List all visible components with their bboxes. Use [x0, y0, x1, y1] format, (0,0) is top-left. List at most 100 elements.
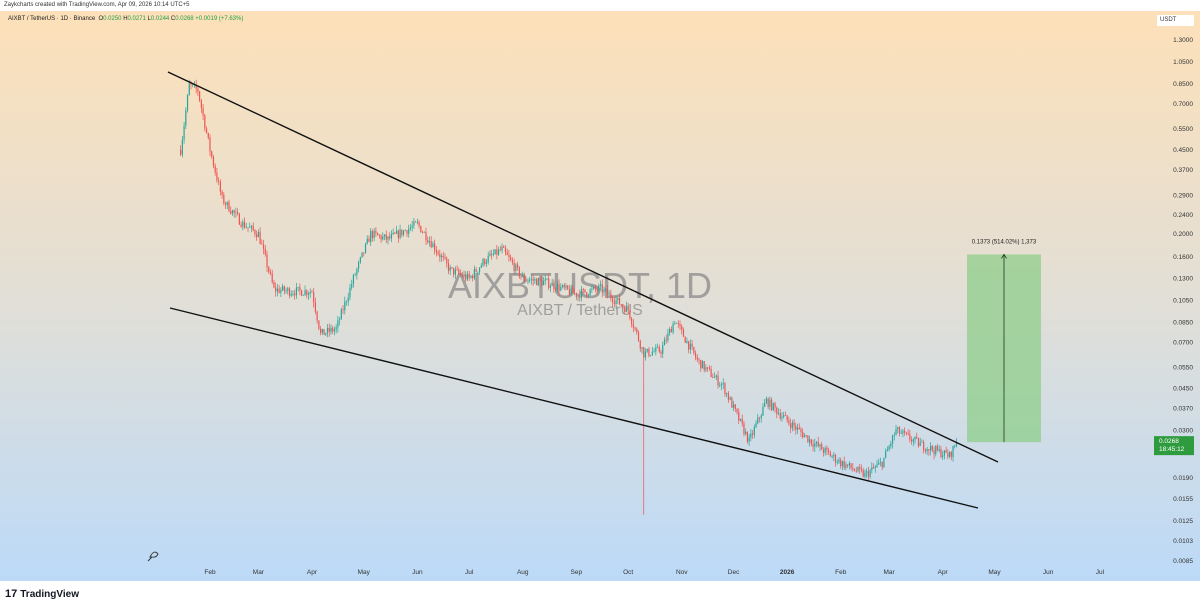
candle [497, 246, 500, 256]
candle-body [791, 422, 793, 429]
candle [489, 250, 491, 257]
candle [929, 442, 932, 456]
candle-body [736, 408, 738, 413]
candle-body [397, 230, 399, 238]
candle [620, 304, 622, 308]
candle [871, 462, 873, 474]
candle-body [902, 430, 904, 434]
candle-body [453, 267, 455, 275]
candle-body [677, 322, 679, 324]
candle-body [817, 441, 819, 447]
candle [209, 134, 211, 157]
candle-body [492, 254, 494, 255]
candle-body [529, 279, 531, 281]
candle-body [288, 288, 291, 296]
candle-body [586, 292, 588, 296]
candle [916, 432, 918, 440]
candle [722, 378, 724, 389]
candle [710, 365, 712, 378]
candle-body [656, 346, 659, 348]
candle-body [413, 221, 415, 226]
candle-body [245, 227, 247, 229]
candle-body [663, 339, 666, 346]
candle [746, 431, 749, 444]
candle-body [916, 437, 918, 439]
open-value: 0.0250 [103, 16, 122, 22]
candle [399, 224, 401, 240]
candle [259, 227, 261, 245]
candle [520, 276, 522, 280]
candle-body [230, 211, 232, 214]
candle-body [651, 351, 653, 356]
candle [537, 277, 539, 287]
candle [658, 344, 660, 354]
candle-body [674, 323, 676, 325]
candle-body [776, 407, 778, 414]
close-value: 0.0268 [175, 16, 194, 22]
candle [370, 228, 372, 246]
candle-body [185, 110, 187, 126]
candle [822, 447, 825, 457]
candle [494, 249, 496, 255]
candle-body [409, 227, 412, 229]
candle-body [698, 359, 700, 361]
candle-body [389, 236, 391, 239]
candle-body [707, 367, 709, 369]
candle [261, 239, 263, 245]
candle [734, 404, 736, 413]
candle-body [541, 279, 543, 286]
candle-body [478, 267, 481, 272]
candle-body [670, 329, 672, 333]
candle-body [929, 445, 932, 451]
candle-body [653, 351, 655, 353]
candle [802, 428, 804, 439]
candle-body [494, 249, 496, 255]
candle [798, 423, 800, 430]
currency-unit[interactable]: USDT [1157, 15, 1194, 26]
position-label: 0.1373 (514.02%) 1,373 [972, 239, 1037, 245]
candle [356, 267, 358, 280]
candle-body [731, 397, 733, 408]
candle-body [840, 459, 842, 467]
candle-body [472, 275, 474, 279]
candle-body [218, 180, 220, 182]
candle-body [580, 289, 583, 298]
candle [888, 444, 890, 452]
candle [636, 327, 638, 335]
candle-body [511, 259, 513, 263]
candle [779, 408, 781, 421]
time-tick: Apr [307, 569, 318, 576]
candle-body [779, 413, 781, 419]
candle-body [703, 361, 705, 370]
candle [793, 419, 795, 431]
candle [921, 439, 923, 443]
candle-body [306, 290, 308, 295]
candle [769, 396, 771, 411]
candle-body [888, 445, 890, 450]
candle [316, 310, 318, 324]
price-tick: 0.1600 [1173, 254, 1193, 261]
last-price: 0.0268 [1159, 438, 1179, 445]
candle [610, 289, 612, 302]
candle [700, 359, 702, 372]
candle [701, 360, 704, 369]
candle [212, 154, 215, 169]
candle-body [399, 229, 401, 238]
candle-body [724, 383, 726, 395]
candle [333, 326, 336, 336]
chart-area[interactable]: AIXBTUSDT, 1D AIXBT / TetherUS 0.1373 (514… [0, 11, 1200, 581]
candle [656, 343, 659, 349]
candle-body [743, 423, 745, 435]
candle-body [392, 232, 394, 235]
candle [605, 288, 607, 292]
candle-body [612, 298, 614, 303]
symbol-legend: AIXBT / TetherUS · 1D · Binance O0.0250 … [8, 16, 244, 22]
candle-body [926, 449, 928, 452]
candle-body [513, 262, 515, 272]
tradingview-logo[interactable]: 17 TradingView [5, 588, 79, 600]
candle [719, 381, 721, 388]
candle [252, 222, 254, 232]
candle-body [935, 446, 937, 455]
candle-body [803, 435, 806, 438]
